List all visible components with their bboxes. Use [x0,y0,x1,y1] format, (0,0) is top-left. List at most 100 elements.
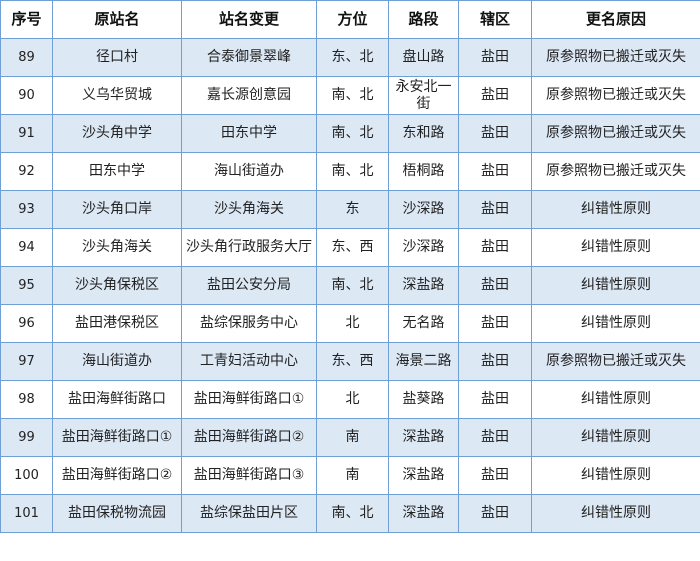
cell-district: 盐田 [458,76,532,115]
table-row: 95 沙头角保税区 盐田公安分局 南、北 深盐路 盐田 纠错性原则 [0,266,700,305]
cell-reason: 原参照物已搬迁或灭失 [531,38,700,77]
station-rename-table: 序号 原站名 站名变更 方位 路段 辖区 更名原因 89 径口村 合泰御景翠峰 东、北… [0,0,700,533]
cell-new-name: 嘉长源创意园 [181,76,317,115]
cell-direction: 南、北 [316,114,389,153]
cell-new-name: 盐田海鲜街路口③ [181,456,317,495]
cell-index: 90 [0,76,53,115]
cell-new-name: 合泰御景翠峰 [181,38,317,77]
cell-road: 深盐路 [388,418,459,457]
cell-road: 永安北一街 [388,76,459,115]
cell-reason: 纠错性原则 [531,456,700,495]
cell-road: 无名路 [388,304,459,343]
header-district: 辖区 [458,0,532,39]
cell-original-name: 沙头角海关 [52,228,182,267]
cell-reason: 纠错性原则 [531,190,700,229]
cell-road: 深盐路 [388,494,459,533]
cell-direction: 南 [316,456,389,495]
cell-index: 92 [0,152,53,191]
cell-new-name: 海山街道办 [181,152,317,191]
cell-direction: 东、西 [316,228,389,267]
header-row: 序号 原站名 站名变更 方位 路段 辖区 更名原因 [0,0,700,39]
cell-district: 盐田 [458,456,532,495]
header-road: 路段 [388,0,459,39]
cell-district: 盐田 [458,342,532,381]
cell-road: 盘山路 [388,38,459,77]
cell-new-name: 田东中学 [181,114,317,153]
cell-original-name: 盐田海鲜街路口① [52,418,182,457]
cell-new-name: 盐田海鲜街路口② [181,418,317,457]
cell-direction: 南、北 [316,494,389,533]
cell-direction: 北 [316,380,389,419]
header-direction: 方位 [316,0,389,39]
cell-direction: 东 [316,190,389,229]
cell-reason: 原参照物已搬迁或灭失 [531,76,700,115]
cell-new-name: 工青妇活动中心 [181,342,317,381]
cell-index: 100 [0,456,53,495]
cell-district: 盐田 [458,418,532,457]
cell-district: 盐田 [458,190,532,229]
header-index: 序号 [0,0,53,39]
cell-reason: 纠错性原则 [531,228,700,267]
cell-direction: 东、北 [316,38,389,77]
cell-road: 沙深路 [388,190,459,229]
cell-road: 深盐路 [388,456,459,495]
table-row: 89 径口村 合泰御景翠峰 东、北 盘山路 盐田 原参照物已搬迁或灭失 [0,38,700,77]
cell-original-name: 田东中学 [52,152,182,191]
cell-index: 101 [0,494,53,533]
cell-index: 91 [0,114,53,153]
cell-reason: 纠错性原则 [531,418,700,457]
cell-index: 97 [0,342,53,381]
cell-original-name: 盐田保税物流园 [52,494,182,533]
cell-district: 盐田 [458,380,532,419]
cell-original-name: 盐田海鲜街路口② [52,456,182,495]
cell-new-name: 盐田公安分局 [181,266,317,305]
cell-original-name: 沙头角中学 [52,114,182,153]
cell-original-name: 沙头角保税区 [52,266,182,305]
table-row: 94 沙头角海关 沙头角行政服务大厅 东、西 沙深路 盐田 纠错性原则 [0,228,700,267]
cell-index: 96 [0,304,53,343]
table-row: 100 盐田海鲜街路口② 盐田海鲜街路口③ 南深盐路 盐田 纠错性原则 [0,456,700,495]
cell-index: 89 [0,38,53,77]
cell-original-name: 盐田港保税区 [52,304,182,343]
table-row: 101 盐田保税物流园 盐综保盐田片区 南、北 深盐路 盐田 纠错性原则 [0,494,700,533]
cell-district: 盐田 [458,152,532,191]
cell-reason: 纠错性原则 [531,266,700,305]
cell-index: 95 [0,266,53,305]
cell-new-name: 沙头角海关 [181,190,317,229]
table-row: 91 沙头角中学 田东中学 南、北 东和路 盐田 原参照物已搬迁或灭失 [0,114,700,153]
header-reason: 更名原因 [531,0,700,39]
cell-original-name: 海山街道办 [52,342,182,381]
cell-index: 98 [0,380,53,419]
cell-direction: 南、北 [316,76,389,115]
cell-original-name: 沙头角口岸 [52,190,182,229]
cell-road: 沙深路 [388,228,459,267]
cell-direction: 东、西 [316,342,389,381]
table-row: 96 盐田港保税区 盐综保服务中心北无名路 盐田 纠错性原则 [0,304,700,343]
cell-reason: 纠错性原则 [531,304,700,343]
cell-direction: 南、北 [316,266,389,305]
cell-new-name: 盐综保盐田片区 [181,494,317,533]
header-new-name: 站名变更 [181,0,317,39]
table-row: 97 海山街道办 工青妇活动中心 东、西 海景二路 盐田 原参照物已搬迁或灭失 [0,342,700,381]
cell-district: 盐田 [458,38,532,77]
cell-new-name: 盐综保服务中心 [181,304,317,343]
cell-reason: 原参照物已搬迁或灭失 [531,114,700,153]
cell-original-name: 径口村 [52,38,182,77]
cell-district: 盐田 [458,494,532,533]
cell-original-name: 义乌华贸城 [52,76,182,115]
cell-district: 盐田 [458,114,532,153]
cell-road: 海景二路 [388,342,459,381]
cell-road: 盐葵路 [388,380,459,419]
table-row: 99 盐田海鲜街路口① 盐田海鲜街路口② 南深盐路 盐田 纠错性原则 [0,418,700,457]
cell-new-name: 盐田海鲜街路口① [181,380,317,419]
table-row: 93 沙头角口岸 沙头角海关东沙深路 盐田 纠错性原则 [0,190,700,229]
cell-original-name: 盐田海鲜街路口 [52,380,182,419]
cell-reason: 原参照物已搬迁或灭失 [531,152,700,191]
cell-road: 东和路 [388,114,459,153]
table-row: 90 义乌华贸城 嘉长源创意园 南、北 永安北一街 盐田 原参照物已搬迁或灭失 [0,76,700,115]
header-original-name: 原站名 [52,0,182,39]
cell-direction: 北 [316,304,389,343]
cell-road: 深盐路 [388,266,459,305]
cell-index: 93 [0,190,53,229]
cell-reason: 纠错性原则 [531,494,700,533]
